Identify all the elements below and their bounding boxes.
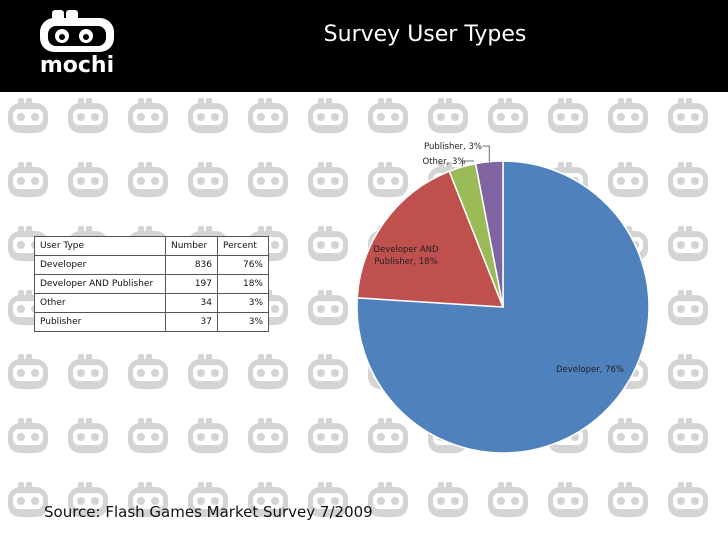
page-title: Survey User Types [323, 22, 527, 47]
leader-line [483, 145, 490, 162]
table-row: Other 34 3% [34, 293, 269, 313]
header-bar: mochi Survey User Types [0, 0, 728, 92]
data-table: User Type Number Percent Developer 836 7… [34, 236, 269, 332]
table-cell: 3% [217, 312, 269, 332]
table-cell: 3% [217, 293, 269, 313]
leader-line [461, 160, 474, 167]
slice-label: Developer AND Publisher, 18% [373, 245, 439, 267]
table-header-row: User Type Number Percent [34, 236, 269, 256]
table-row: Developer AND Publisher 197 18% [34, 274, 269, 294]
source-caption: Source: Flash Games Market Survey 7/2009 [44, 503, 373, 521]
mochi-logo: mochi [40, 10, 114, 78]
slice-label: Developer, 76% [556, 365, 624, 375]
pie-slice [356, 170, 505, 308]
table-row: Publisher 37 3% [34, 312, 269, 332]
slice-label: Publisher, 3% [424, 142, 482, 152]
slice-label: Other, 3% [422, 157, 465, 167]
table-row: Developer 836 76% [34, 255, 269, 275]
logo-text: mochi [40, 53, 114, 78]
